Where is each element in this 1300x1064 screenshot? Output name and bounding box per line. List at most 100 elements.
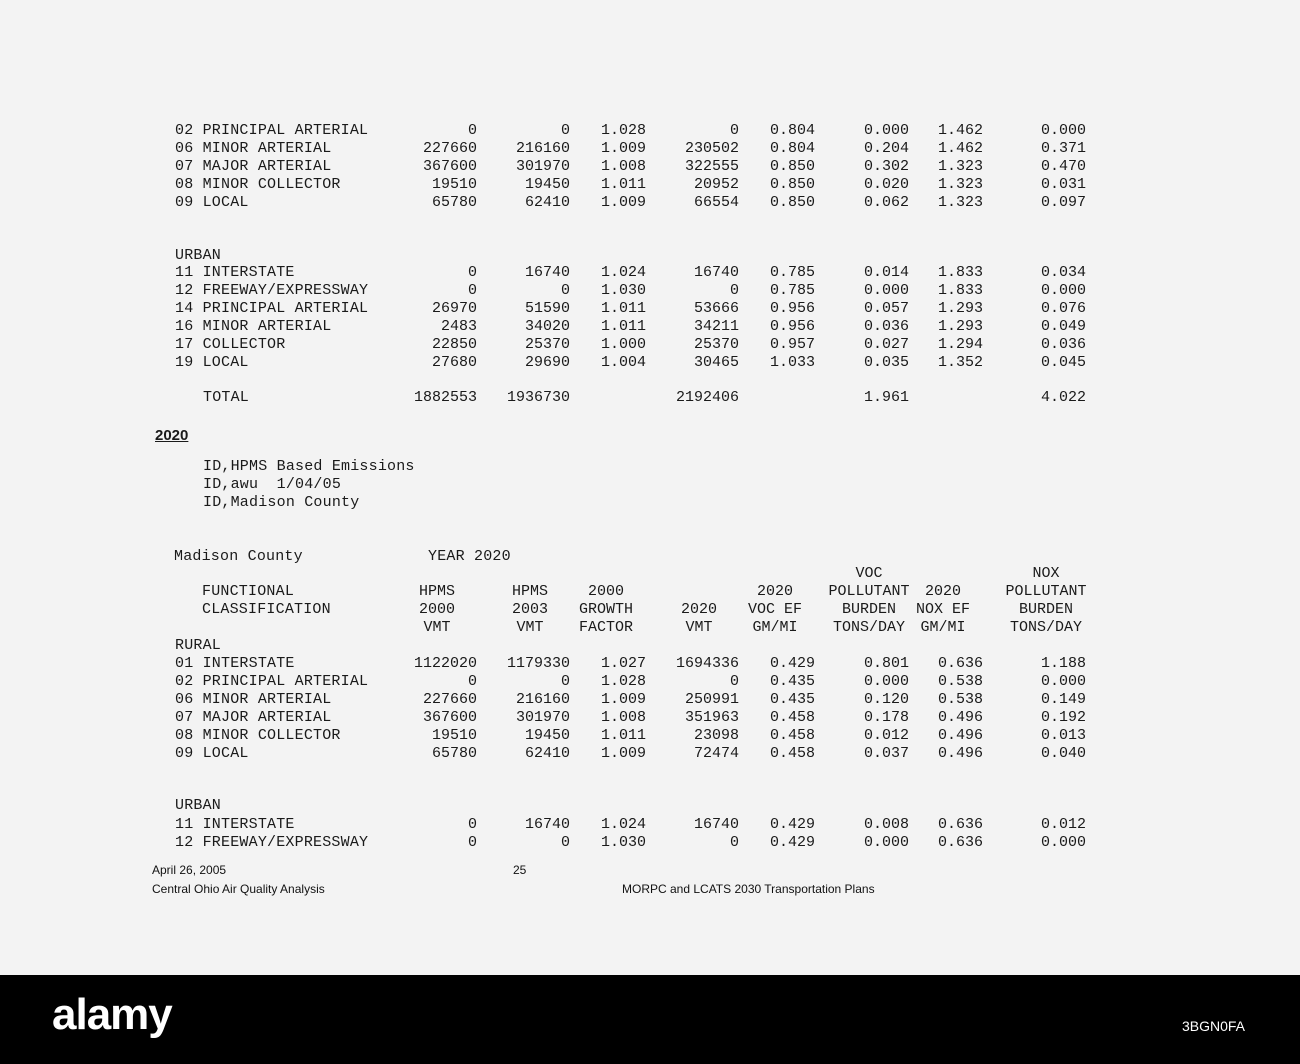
table-cell: 216160 [515, 691, 570, 708]
table-cell: 0.956 [769, 318, 815, 335]
table-cell: 1.027 [600, 655, 646, 672]
row-classification: 19 LOCAL [175, 354, 249, 371]
column-header: VOC [855, 565, 883, 582]
table-cell: 1.188 [1040, 655, 1086, 672]
table-cell: 29690 [524, 354, 570, 371]
table-cell: 19450 [524, 727, 570, 744]
column-header: 2020 [756, 583, 793, 600]
table-cell: 16740 [693, 816, 739, 833]
table-cell: 1.011 [600, 176, 646, 193]
column-header: 2020 [680, 601, 717, 618]
table-cell: 1.462 [937, 122, 983, 139]
table-cell: 0.149 [1040, 691, 1086, 708]
column-header: 2020 [924, 583, 961, 600]
table-cell: 0.012 [863, 727, 909, 744]
column-header: 2000 [418, 601, 455, 618]
table-cell: 0.636 [937, 816, 983, 833]
column-header: HPMS [418, 583, 455, 600]
table-cell: 1.008 [600, 709, 646, 726]
table-cell: 1.011 [600, 300, 646, 317]
table-cell: 66554 [693, 194, 739, 211]
column-header: POLLUTANT [828, 583, 910, 600]
column-header: GM/MI [752, 619, 798, 636]
table-cell: 0.045 [1040, 354, 1086, 371]
table-cell: 27680 [431, 354, 477, 371]
table-cell: 1.033 [769, 354, 815, 371]
table-cell: 0.538 [937, 691, 983, 708]
table-cell: 1.352 [937, 354, 983, 371]
column-header: POLLUTANT [1005, 583, 1087, 600]
table-cell: 0.000 [1040, 122, 1086, 139]
table-cell: 0.785 [769, 282, 815, 299]
table-cell: 25370 [524, 336, 570, 353]
table-cell: 0.429 [769, 655, 815, 672]
column-header: FACTOR [578, 619, 633, 636]
table-cell: 0.956 [769, 300, 815, 317]
year-label: YEAR 2020 [428, 548, 511, 565]
table-cell: 0.801 [863, 655, 909, 672]
table-cell: 0 [729, 673, 739, 690]
table-cell: 16740 [524, 816, 570, 833]
table-cell: 65780 [431, 194, 477, 211]
table-cell: 1122020 [413, 655, 477, 672]
row-classification: 12 FREEWAY/EXPRESSWAY [175, 282, 369, 299]
table-cell: 23098 [693, 727, 739, 744]
row-classification: 14 PRINCIPAL ARTERIAL [175, 300, 369, 317]
row-classification: 09 LOCAL [175, 194, 249, 211]
table-cell: 0.429 [769, 834, 815, 851]
table-cell: 0 [467, 834, 477, 851]
table-cell: 0.014 [863, 264, 909, 281]
table-cell: 0.062 [863, 194, 909, 211]
row-classification: 12 FREEWAY/EXPRESSWAY [175, 834, 369, 851]
table-cell: 1.024 [600, 264, 646, 281]
table-cell: 0.036 [863, 318, 909, 335]
table-cell: 0.031 [1040, 176, 1086, 193]
table-cell: 0.000 [863, 282, 909, 299]
table-cell: 0.636 [937, 834, 983, 851]
total-cell: 1882553 [413, 389, 477, 406]
table-cell: 0.850 [769, 194, 815, 211]
row-classification: 07 MAJOR ARTERIAL [175, 709, 332, 726]
table-cell: 0.435 [769, 673, 815, 690]
table-cell: 72474 [693, 745, 739, 762]
row-classification: 06 MINOR ARTERIAL [175, 691, 332, 708]
row-classification: 02 PRINCIPAL ARTERIAL [175, 673, 369, 690]
column-header: 2003 [511, 601, 548, 618]
footer-date: April 26, 2005 [152, 863, 227, 877]
column-header: FUNCTIONAL [202, 583, 295, 600]
column-header: GROWTH [578, 601, 633, 618]
table-cell: 0.496 [937, 727, 983, 744]
total-cell: 2192406 [675, 389, 739, 406]
table-cell: 0 [467, 122, 477, 139]
table-cell: 0.049 [1040, 318, 1086, 335]
column-header: BURDEN [841, 601, 896, 618]
id-line: ID,Madison County [203, 494, 360, 511]
table-cell: 16740 [524, 264, 570, 281]
table-cell: 1.030 [600, 282, 646, 299]
table-cell: 0.178 [863, 709, 909, 726]
table-cell: 227660 [422, 691, 477, 708]
urban-label: URBAN [175, 797, 222, 814]
table-cell: 0.538 [937, 673, 983, 690]
table-cell: 0.097 [1040, 194, 1086, 211]
table-cell: 19510 [431, 176, 477, 193]
column-header: TONS/DAY [832, 619, 905, 636]
table-cell: 0.000 [863, 673, 909, 690]
table-cell: 53666 [693, 300, 739, 317]
table-cell: 1.323 [937, 194, 983, 211]
table-cell: 16740 [693, 264, 739, 281]
column-header: VOC EF [747, 601, 802, 618]
table-cell: 0.192 [1040, 709, 1086, 726]
table-cell: 0 [560, 834, 570, 851]
table-cell: 0.458 [769, 727, 815, 744]
table-cell: 227660 [422, 140, 477, 157]
table-cell: 0.034 [1040, 264, 1086, 281]
table-cell: 19510 [431, 727, 477, 744]
table-cell: 1.009 [600, 691, 646, 708]
table-cell: 0.302 [863, 158, 909, 175]
column-header: BURDEN [1018, 601, 1073, 618]
table-cell: 1.004 [600, 354, 646, 371]
footer-page-number: 25 [513, 863, 527, 877]
row-classification: 01 INTERSTATE [175, 655, 295, 672]
table-cell: 1.294 [937, 336, 983, 353]
